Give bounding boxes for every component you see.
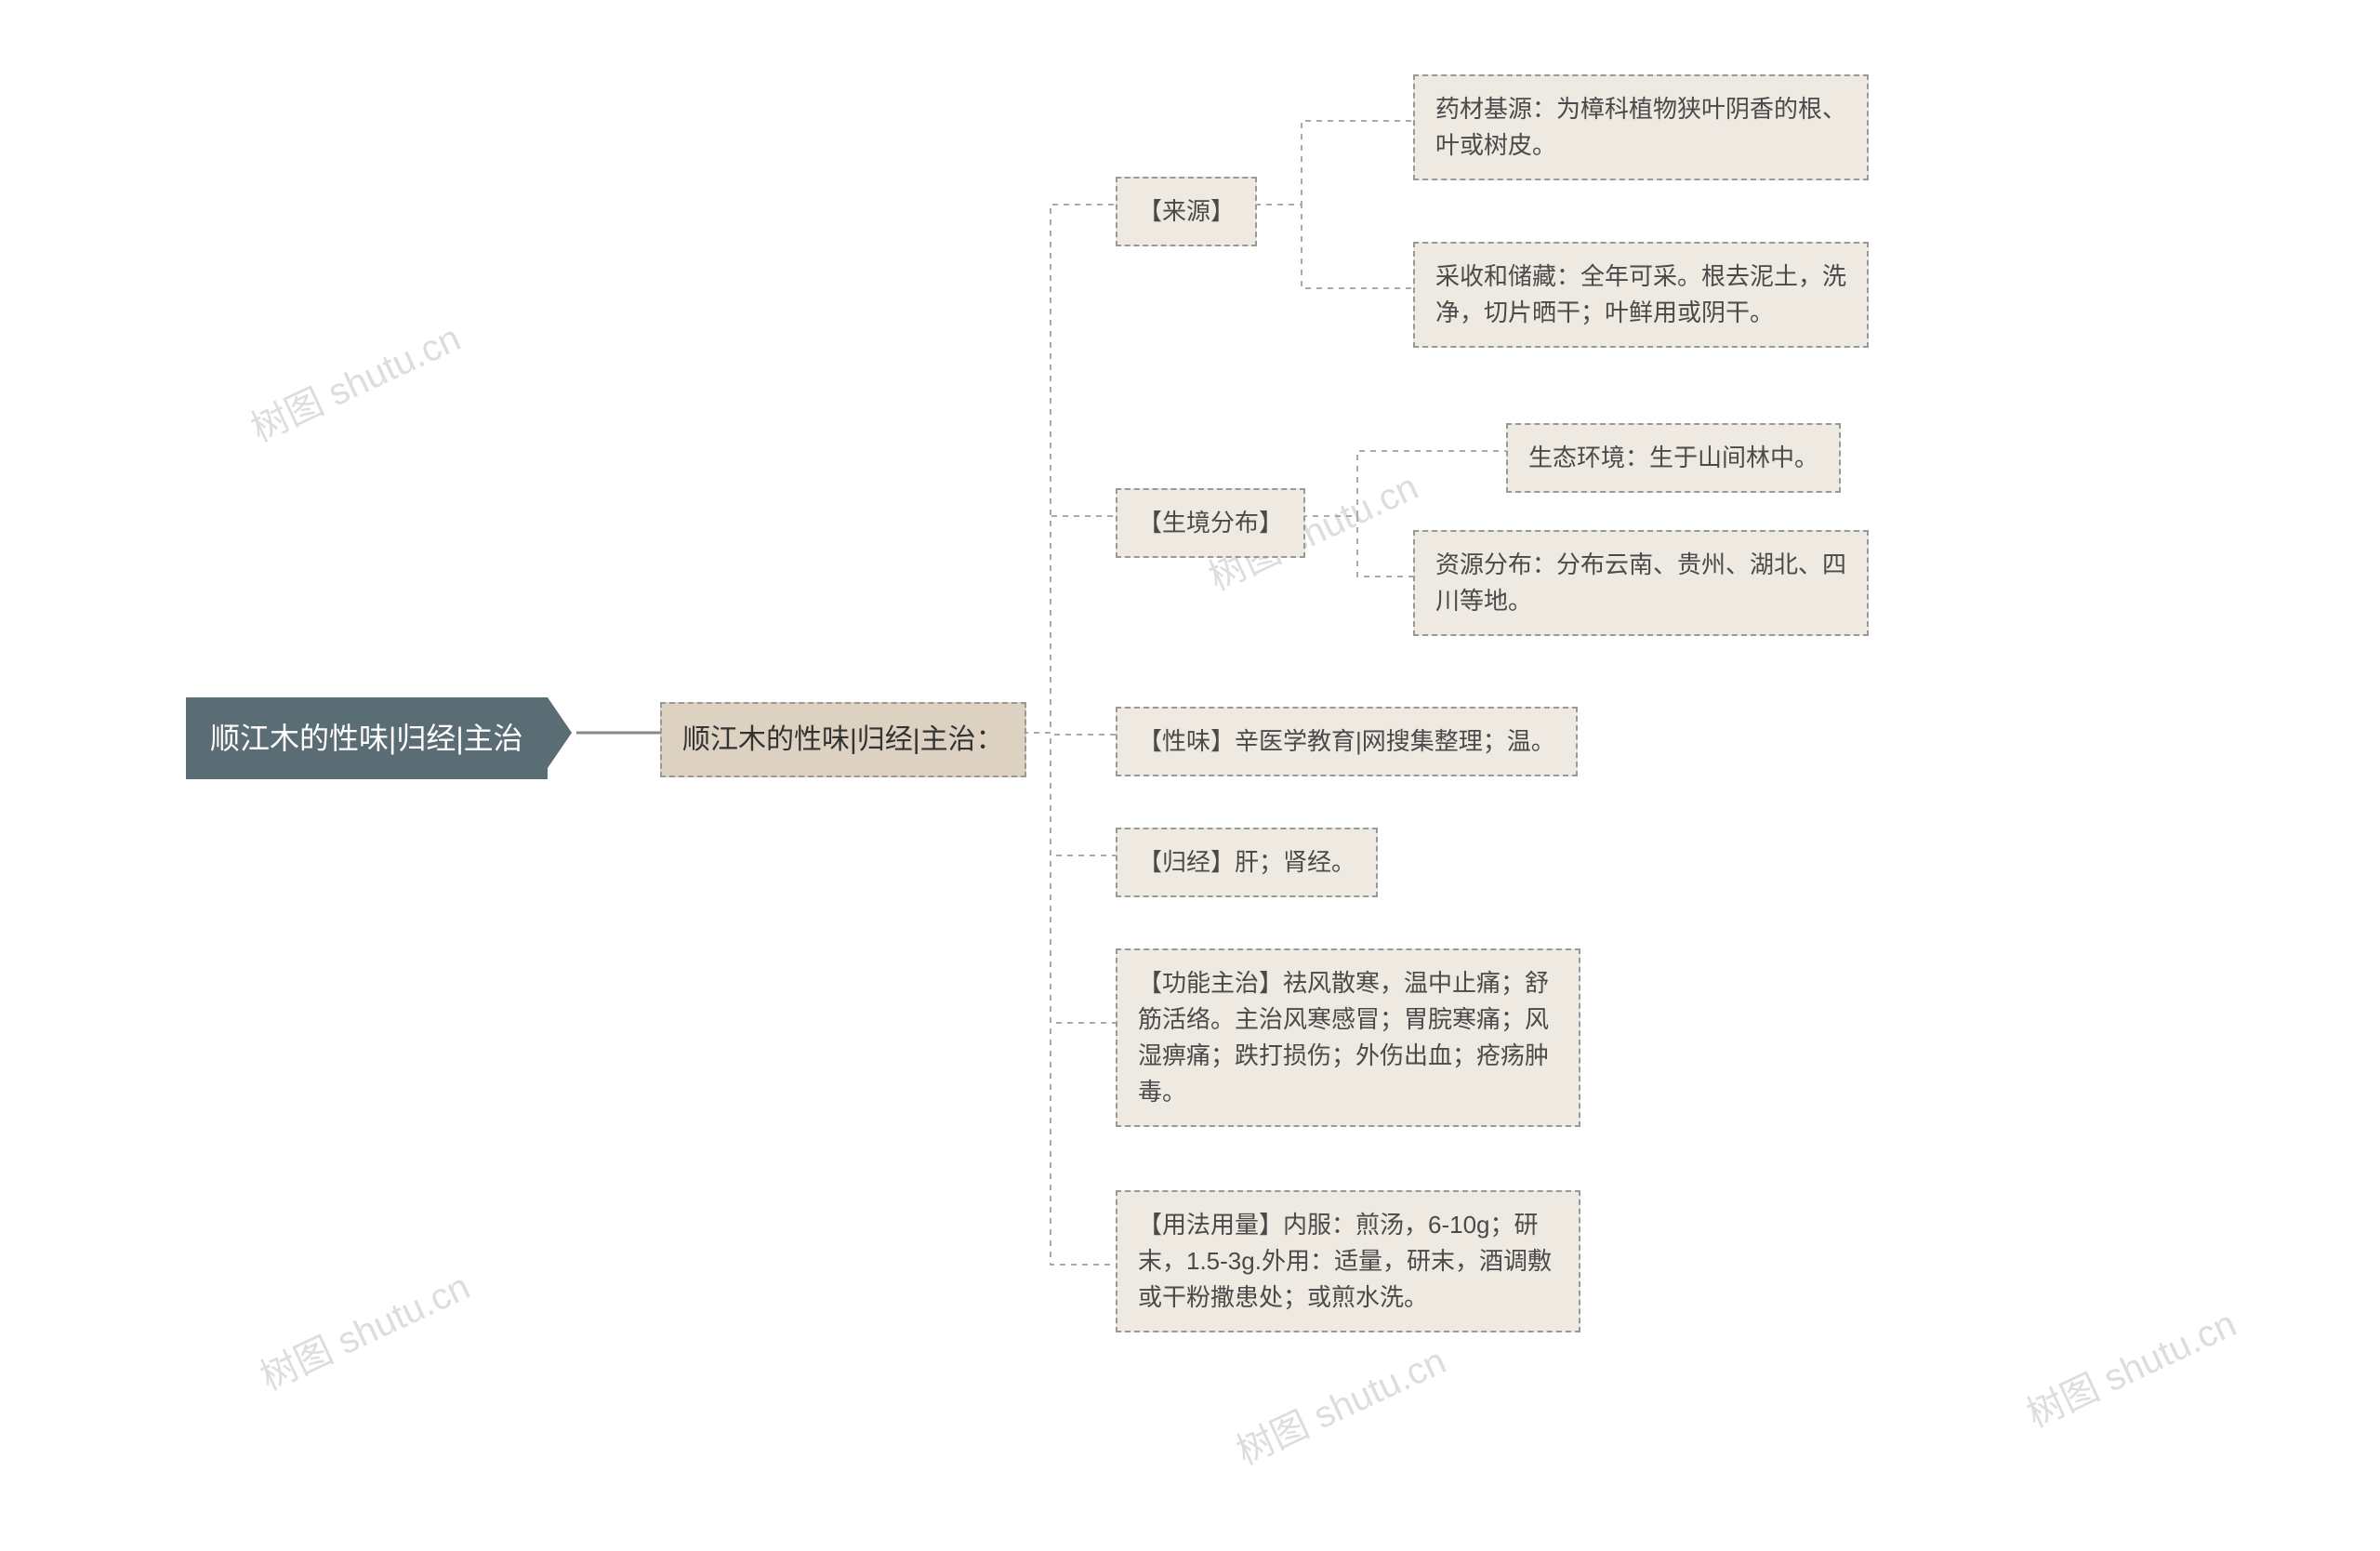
root-label: 顺江木的性味|归经|主治 <box>210 722 523 755</box>
leaf-text: 药材基源：为樟科植物狭叶阴香的根、叶或树皮。 <box>1435 95 1846 159</box>
watermark: 树图 shutu.cn <box>2016 1294 2243 1438</box>
watermark: 树图 shutu.cn <box>241 309 468 453</box>
leaf-dosage[interactable]: 【用法用量】内服：煎汤，6-10g；研末，1.5-3g.外用：适量，研末，酒调敷… <box>1116 1190 1580 1332</box>
leaf-text: 生态环境：生于山间林中。 <box>1528 444 1818 471</box>
leaf-function[interactable]: 【功能主治】祛风散寒，温中止痛；舒筋活络。主治风寒感冒；胃脘寒痛；风湿痹痛；跌打… <box>1116 948 1580 1127</box>
leaf-text: 【功能主治】祛风散寒，温中止痛；舒筋活络。主治风寒感冒；胃脘寒痛；风湿痹痛；跌打… <box>1138 969 1549 1106</box>
leaf-flavor[interactable]: 【性味】辛医学教育|网搜集整理；温。 <box>1116 707 1578 776</box>
leaf-habitat-1[interactable]: 生态环境：生于山间林中。 <box>1506 423 1841 493</box>
leaf-text: 【用法用量】内服：煎汤，6-10g；研末，1.5-3g.外用：适量，研末，酒调敷… <box>1138 1211 1552 1311</box>
leaf-meridian[interactable]: 【归经】肝；肾经。 <box>1116 828 1378 897</box>
watermark: 树图 shutu.cn <box>1226 1332 1453 1476</box>
leaf-habitat-2[interactable]: 资源分布：分布云南、贵州、湖北、四川等地。 <box>1413 530 1869 636</box>
leaf-source-2[interactable]: 采收和储藏：全年可采。根去泥土，洗净，切片晒干；叶鲜用或阴干。 <box>1413 242 1869 348</box>
leaf-source-1[interactable]: 药材基源：为樟科植物狭叶阴香的根、叶或树皮。 <box>1413 74 1869 180</box>
sub-node[interactable]: 顺江木的性味|归经|主治： <box>660 702 1026 777</box>
branch-label: 【生境分布】 <box>1138 509 1283 537</box>
watermark: 树图 shutu.cn <box>250 1257 477 1401</box>
leaf-text: 【归经】肝；肾经。 <box>1138 848 1355 876</box>
branch-label: 【来源】 <box>1138 197 1235 225</box>
branch-habitat[interactable]: 【生境分布】 <box>1116 488 1305 558</box>
branch-source[interactable]: 【来源】 <box>1116 177 1257 246</box>
leaf-text: 资源分布：分布云南、贵州、湖北、四川等地。 <box>1435 550 1846 615</box>
leaf-text: 【性味】辛医学教育|网搜集整理；温。 <box>1138 727 1555 755</box>
leaf-text: 采收和储藏：全年可采。根去泥土，洗净，切片晒干；叶鲜用或阴干。 <box>1435 262 1846 326</box>
sub-label: 顺江木的性味|归经|主治： <box>682 724 1004 755</box>
root-node[interactable]: 顺江木的性味|归经|主治 <box>186 697 548 779</box>
